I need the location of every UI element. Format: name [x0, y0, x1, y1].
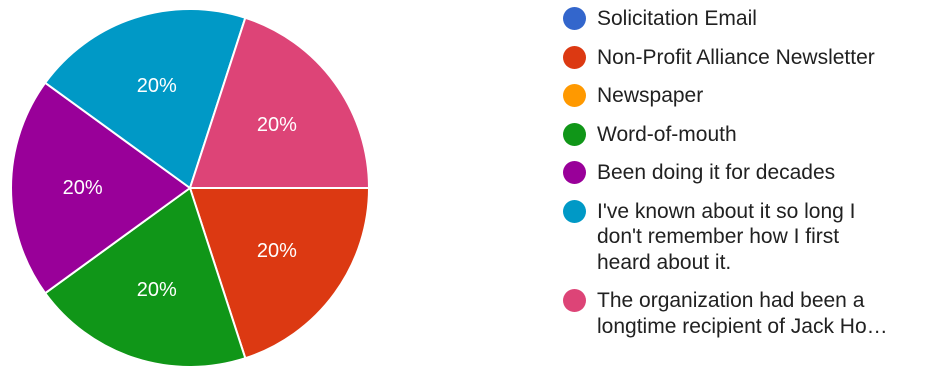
- legend-swatch: [563, 84, 586, 107]
- pie-plot-area: 20% 20% 20% 20% 20%: [10, 8, 371, 367]
- pie-slice[interactable]: [43, 8, 247, 190]
- legend-item[interactable]: Newspaper: [563, 83, 933, 109]
- slice-value-label: 20%: [137, 279, 177, 301]
- legend-swatch: [563, 199, 586, 223]
- legend-item[interactable]: I've known about it so long I don't reme…: [563, 199, 933, 276]
- legend-label: Solicitation Email: [597, 7, 757, 30]
- legend-swatch: [563, 45, 586, 69]
- legend-swatch: [563, 161, 586, 184]
- pie-slice[interactable]: [10, 81, 192, 295]
- legend-item[interactable]: Been doing it for decades: [563, 160, 933, 186]
- legend-label: Word-of-mouth: [597, 122, 737, 146]
- pie-slice[interactable]: [43, 186, 247, 367]
- pie-slices: [10, 8, 371, 367]
- legend-swatch: [563, 289, 586, 312]
- legend-item[interactable]: Non-Profit Alliance Newsletter: [563, 45, 933, 71]
- chart-legend: Solicitation Email Non-Profit Alliance Ne…: [563, 6, 933, 352]
- legend-label: Non-Profit Alliance Newsletter: [597, 45, 875, 69]
- legend-swatch: [563, 7, 586, 30]
- pie-slice[interactable]: [188, 16, 371, 189]
- slice-value-label: 20%: [137, 75, 177, 97]
- legend-item[interactable]: Solicitation Email: [563, 6, 933, 32]
- slice-value-label: 20%: [257, 114, 297, 136]
- legend-item[interactable]: Word-of-mouth: [563, 122, 933, 148]
- pie-slice-labels: 20% 20% 20% 20% 20%: [63, 75, 298, 301]
- legend-label: I've known about it so long I don't reme…: [597, 199, 856, 274]
- legend-label: Been doing it for decades: [597, 161, 836, 184]
- legend-label: Newspaper: [597, 84, 704, 107]
- slice-value-label: 20%: [63, 177, 103, 199]
- slice-value-label: 20%: [257, 240, 297, 262]
- legend-item[interactable]: The organization had been a longtime rec…: [563, 288, 933, 339]
- legend-swatch: [563, 122, 586, 146]
- legend-label: The organization had been a longtime rec…: [597, 289, 888, 338]
- pie-slice[interactable]: [188, 187, 371, 360]
